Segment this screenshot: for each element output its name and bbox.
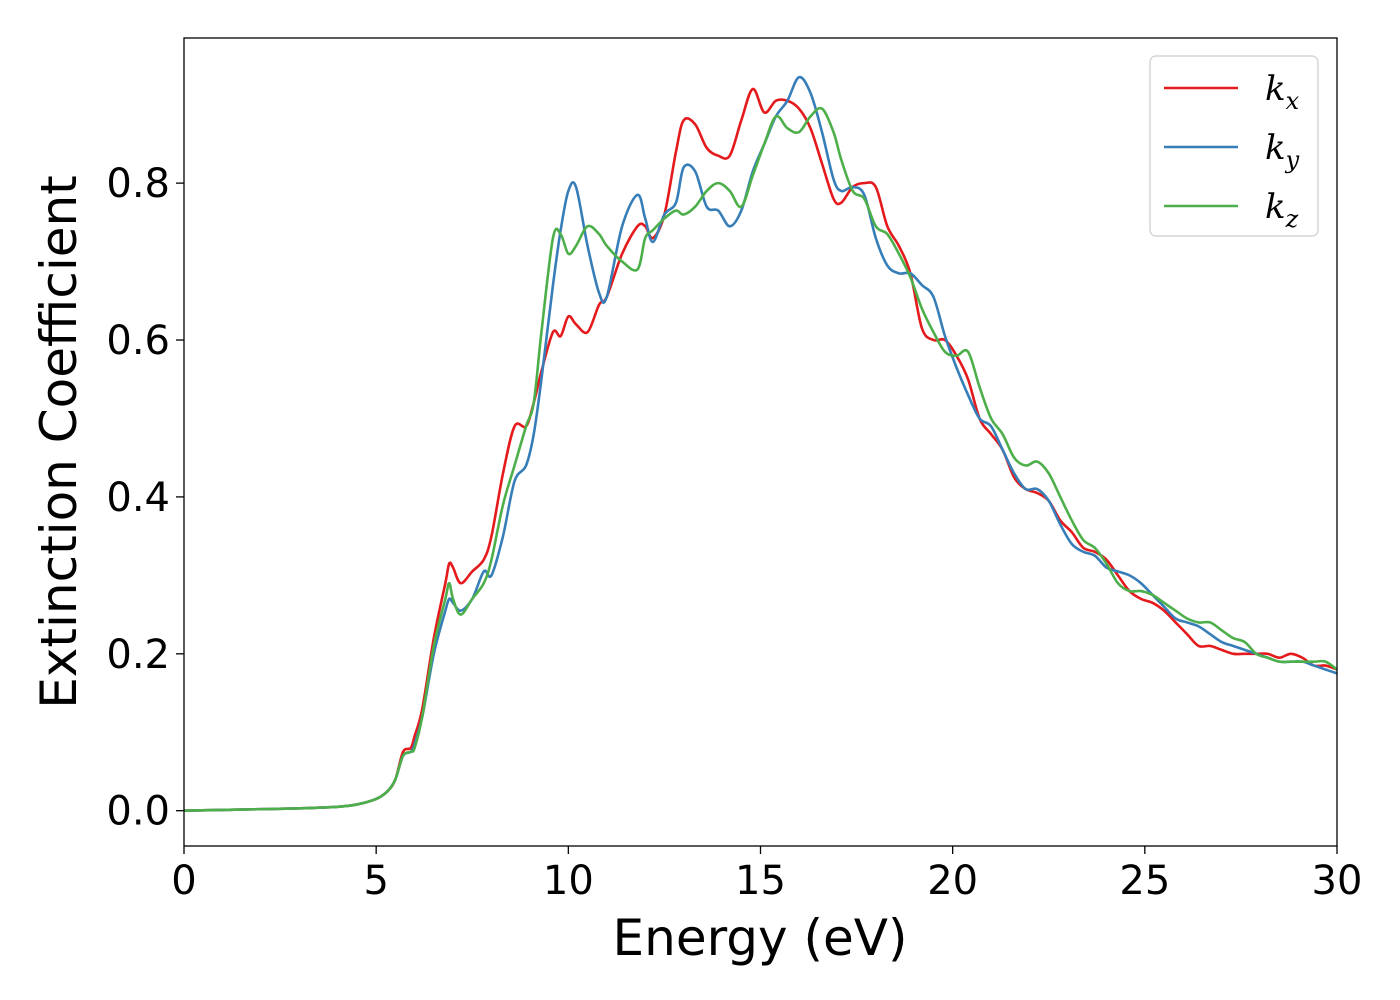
y-axis-ticks: 0.0 0.2 0.4 0.6 0.8 [106, 161, 184, 835]
y-tick-label: 0.8 [106, 161, 170, 207]
series-layer [184, 75, 1337, 812]
legend-label-x: kx [1265, 69, 1300, 115]
series-line-z [184, 106, 1337, 812]
y-tick-label: 0.2 [106, 632, 170, 678]
x-tick-label: 20 [927, 858, 978, 904]
x-tick-label: 5 [363, 858, 388, 904]
legend-label-y: ky [1265, 128, 1300, 174]
legend-label-z: kz [1265, 187, 1299, 233]
x-axis-ticks: 0 5 10 15 20 25 30 [171, 846, 1362, 904]
plot-background [184, 38, 1337, 846]
y-tick-label: 0.0 [106, 789, 170, 835]
y-tick-label: 0.6 [106, 318, 170, 364]
y-axis-label: Extinction Coefficient [30, 175, 88, 709]
x-tick-label: 10 [543, 858, 594, 904]
legend: kx ky kz [1149, 55, 1319, 237]
x-tick-label: 25 [1119, 858, 1170, 904]
x-tick-label: 30 [1312, 858, 1363, 904]
x-tick-label: 0 [171, 858, 196, 904]
y-tick-label: 0.4 [106, 475, 170, 521]
x-tick-label: 15 [735, 858, 786, 904]
x-axis-label: Energy (eV) [613, 909, 908, 967]
